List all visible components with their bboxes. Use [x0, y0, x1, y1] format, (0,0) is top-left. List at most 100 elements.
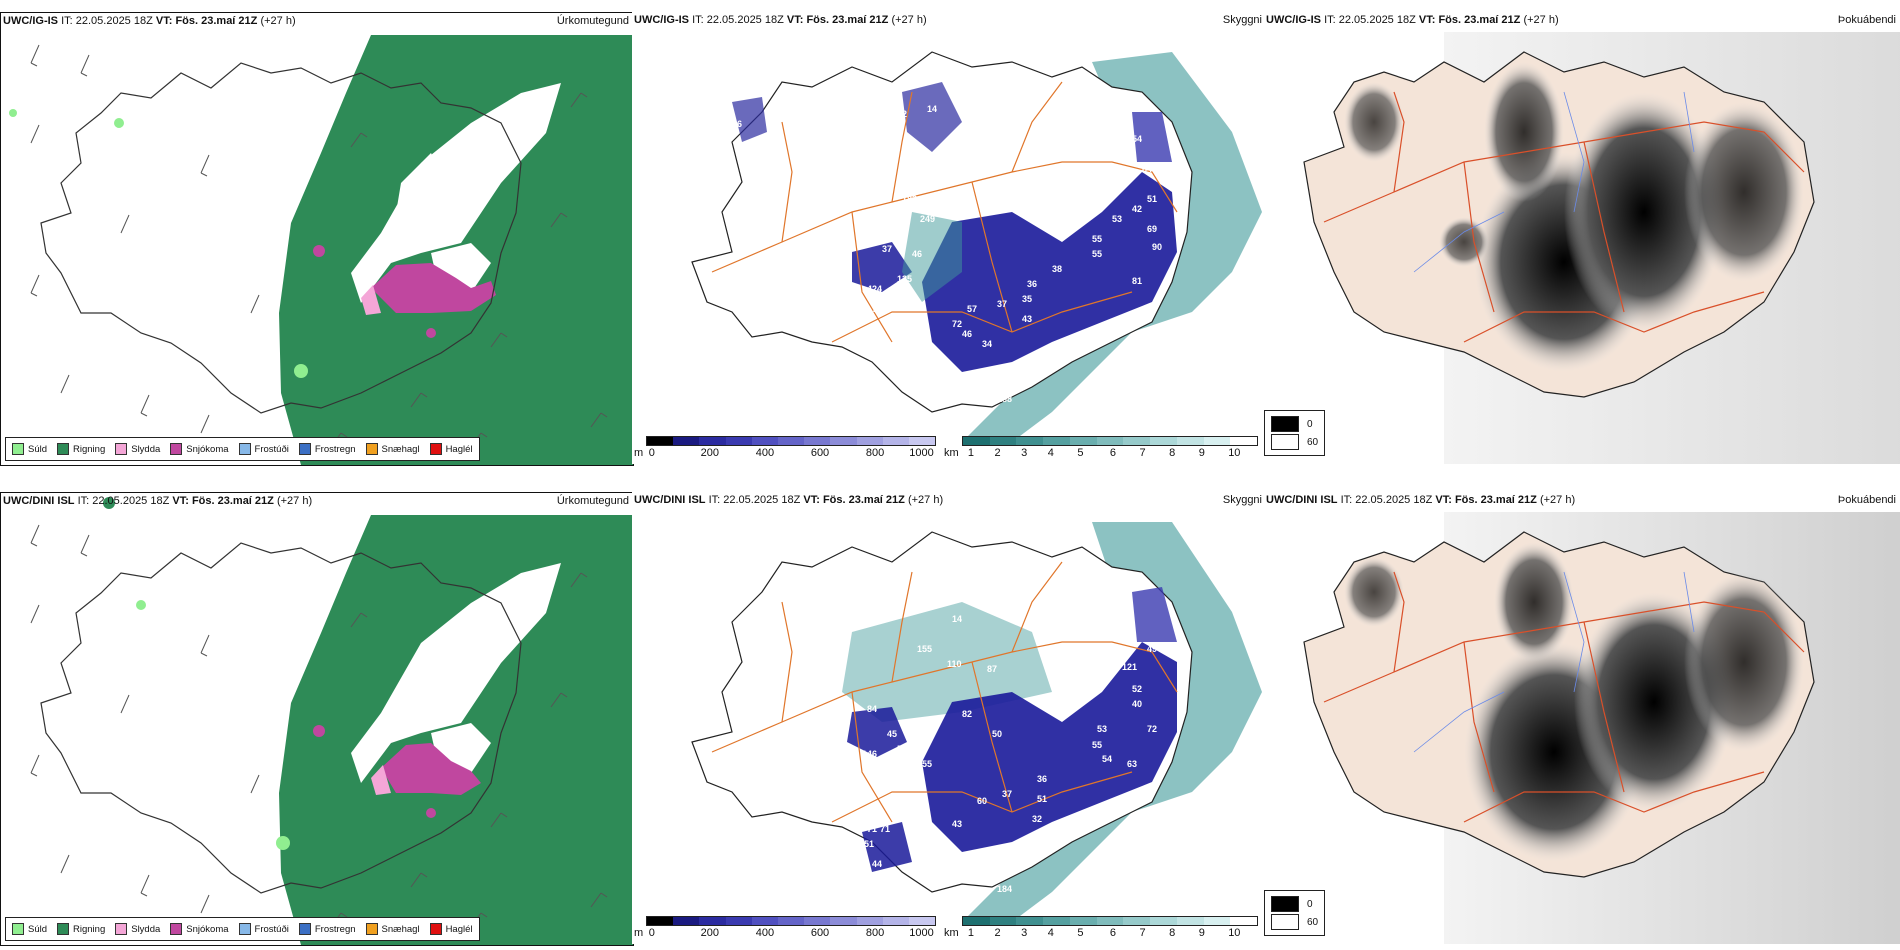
model-name: UWC/IG-IS — [3, 15, 58, 27]
cloud-base-label: 53 — [1112, 214, 1122, 224]
cloud-base-label: 90 — [1152, 242, 1162, 252]
cloud-base-label: 795 — [897, 759, 912, 769]
cloud-base-label: 121 — [1122, 662, 1137, 672]
cloud-base-label: 51 — [1037, 794, 1047, 804]
fog-legend: 0 60 — [1264, 890, 1326, 936]
cloud-base-label: 51 — [864, 839, 874, 849]
it-value: 22.05.2025 18Z — [723, 494, 801, 506]
colorbar-tick: 9 — [1198, 447, 1205, 459]
cloud-base-label: 50 — [882, 869, 892, 879]
legend-item: Snjókoma — [170, 443, 229, 455]
low-cloud-area — [902, 82, 962, 152]
sea-fog-area — [962, 52, 1262, 442]
colorbar-tick: 10 — [1228, 927, 1241, 939]
colorbar-tick: 4 — [1047, 927, 1054, 939]
colorbar-tick: 6 — [1109, 927, 1117, 939]
legend-swatch — [57, 923, 70, 935]
vt-label: VT: — [155, 15, 173, 27]
cloud-base-label: 34 — [982, 339, 992, 349]
fog-legend-label: 60 — [1307, 436, 1319, 448]
legend-swatch — [238, 443, 251, 455]
sleet-area — [361, 285, 381, 315]
fog-legend-label: 60 — [1307, 916, 1319, 928]
colorbar-tick: 7 — [1139, 927, 1146, 939]
cloud-base-label: 36 — [1027, 279, 1037, 289]
legend-label: Súld — [28, 443, 48, 455]
cloud-base-label: 424 — [867, 284, 882, 294]
colorbar-tick: 2 — [994, 927, 1001, 939]
cloud-base-label: 55 — [1092, 234, 1102, 244]
it-label: IT: — [77, 495, 90, 507]
legend-item: Slydda — [115, 923, 160, 935]
legend-swatch — [365, 923, 378, 935]
cloud-base-colorbar: m 0 200 400 600 800 1000 — [634, 916, 936, 940]
it-value: 22.05.2025 18Z — [1338, 14, 1416, 26]
cloud-base-label: 798 — [872, 304, 887, 314]
legend-swatch — [12, 443, 24, 455]
cloud-base-label: 42 — [1132, 204, 1142, 214]
panel-header: UWC/IG-IS IT: 22.05.2025 18Z VT: Fös. 23… — [3, 15, 296, 27]
legend-swatch — [429, 443, 442, 455]
cloud-base-label: 326 — [1097, 599, 1112, 609]
low-cloud-area — [1132, 112, 1172, 162]
legend-label: Súld — [28, 923, 48, 935]
wind-barbs — [30, 44, 608, 448]
cloud-base-label: 27 — [1092, 584, 1102, 594]
snow-area — [381, 743, 481, 795]
cloud-base-label: 60 — [977, 796, 987, 806]
legend-label: Frostregn — [314, 443, 356, 455]
colorbar-tick: 2 — [994, 447, 1001, 459]
legend-label: Frostúði — [254, 923, 289, 935]
precip-type-legend: Súld Rigning Slydda Snjókoma Frostúði Fr… — [5, 917, 480, 941]
it-value: 22.05.2025 18Z — [706, 14, 784, 26]
cloud-base-label: 44 — [882, 382, 892, 392]
cloud-base-colorbar: m 0 200 400 600 800 1000 — [634, 436, 936, 460]
cloud-base-label: 90 — [712, 579, 722, 589]
vt-value: Fös. 23.maí 21Z — [822, 494, 905, 506]
legend-item: Frostregn — [298, 443, 356, 455]
fog-index-map-top — [1303, 32, 1900, 464]
vt-label: VT: — [172, 495, 189, 507]
fog-legend-row: 60 — [1271, 433, 1318, 451]
road-network — [711, 81, 1178, 343]
cloud-base-label: 35 — [1022, 294, 1032, 304]
cloud-base-label: 56 — [864, 364, 874, 374]
cloud-base-label: 50 — [992, 729, 1002, 739]
cloud-base-label: 82 — [962, 709, 972, 719]
it-label: IT: — [1340, 494, 1353, 506]
precip-type-legend: Súld Rigning Slydda Snjókoma Frostúði Fr… — [5, 437, 480, 461]
legend-swatch — [12, 923, 24, 935]
model-name: UWC/DINI ISL — [3, 495, 75, 507]
cloud-base-label: 84 — [1142, 164, 1152, 174]
model-name: UWC/DINI ISL — [1266, 494, 1338, 506]
dry-area — [396, 153, 441, 213]
legend-label: Snæhagl — [381, 443, 420, 455]
colorbar-unit: km — [944, 447, 959, 459]
legend-swatch — [429, 923, 442, 935]
legend-swatch — [115, 923, 128, 935]
cloud-base-label: 45 — [952, 564, 962, 574]
cloud-base-labels: 33 56 22 14 54 130 138 183 229 249 37 46… — [732, 89, 1162, 404]
cloud-base-label: 47 — [867, 382, 877, 392]
cloud-base-label: 32 — [1032, 814, 1042, 824]
cloud-base-label: 36 — [1037, 774, 1047, 784]
colorbar-tick: 1 — [967, 927, 974, 939]
cloud-visibility-map-top: 33 56 22 14 54 130 138 183 229 249 37 46… — [691, 51, 1262, 442]
legend-item: Frostúði — [238, 443, 289, 455]
iceland-outline — [40, 62, 522, 414]
lead-time: (+27 h) — [907, 494, 944, 506]
cloud-base-label: 535 — [897, 744, 912, 754]
vt-label: VT: — [803, 494, 820, 506]
precip-type-panel-top: UWC/IG-IS IT: 22.05.2025 18Z VT: Fös. 23… — [0, 12, 634, 466]
legend-item: Súld — [12, 443, 47, 455]
it-label: IT: — [1324, 14, 1336, 26]
fog-index-map-bottom — [1303, 512, 1900, 944]
legend-label: Rigning — [73, 443, 106, 455]
lead-time: (+27 h) — [1523, 14, 1559, 26]
panel-title: Þokuábendi — [1837, 14, 1896, 26]
cloud-base-label: 87 — [987, 664, 997, 674]
panel-header: UWC/DINI ISL IT: 22.05.2025 18Z VT: Fös.… — [3, 495, 312, 507]
colorbar-tick: 3 — [1021, 927, 1028, 939]
cloud-base-label: 57 — [967, 304, 977, 314]
cloud-base-label: 14 — [927, 104, 937, 114]
